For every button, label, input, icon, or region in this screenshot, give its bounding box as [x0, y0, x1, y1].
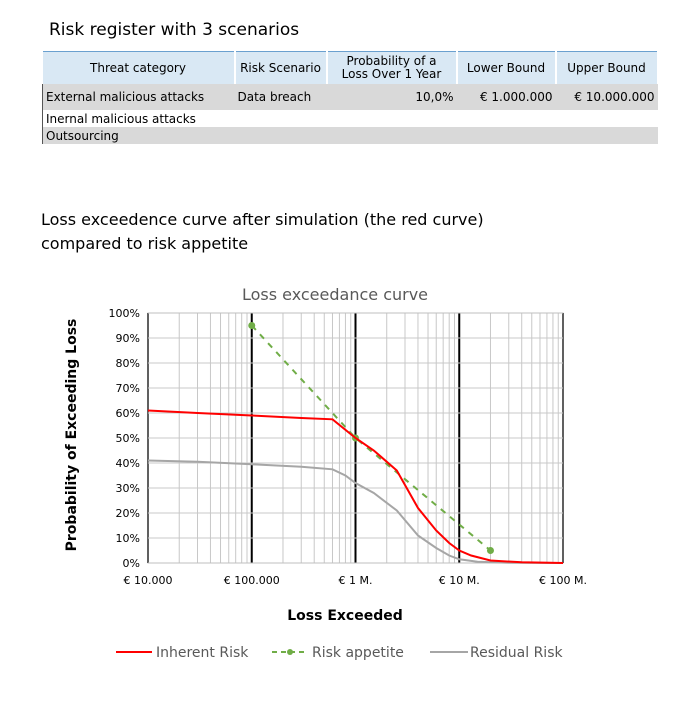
col-lower-bound: Lower Bound: [456, 51, 557, 84]
cell: € 1.000.000: [456, 84, 556, 110]
cell: [555, 127, 658, 144]
chart-title: Loss exceedance curve: [242, 285, 428, 304]
y-tick-label: 100%: [109, 307, 140, 320]
y-tick-label: 0%: [123, 557, 140, 570]
col-probability: Probability of a Loss Over 1 Year: [326, 51, 458, 84]
legend-label-risk-appetite: Risk appetite: [312, 645, 404, 661]
y-tick-label: 60%: [116, 407, 140, 420]
cell: [326, 127, 457, 144]
legend-label-inherent-risk: Inherent Risk: [156, 645, 249, 661]
y-tick-label: 30%: [116, 482, 140, 495]
ticks: 0% 10% 20% 30% 40% 50% 60% 70% 80% 90% 100% € 10.00…: [109, 307, 587, 587]
x-tick-label: € 100.000: [224, 574, 280, 587]
legend-marker-risk-appetite: [287, 649, 293, 655]
col-risk-scenario: Risk Scenario: [234, 51, 328, 84]
data-point-risk-appetite: [486, 547, 494, 554]
x-tick-label: € 10 M.: [439, 574, 480, 587]
cell: External malicious attacks: [42, 84, 235, 110]
series-line-risk-appetite: [251, 324, 492, 552]
plot-border: [147, 312, 564, 564]
cell: Inernal malicious attacks: [42, 110, 235, 127]
y-tick-label: 20%: [116, 507, 140, 520]
risk-register-table: Threat category Risk Scenario Probabilit…: [42, 51, 659, 144]
x-axis-label: Loss Exceeded: [287, 608, 403, 624]
series: [147, 322, 564, 564]
grid: [147, 312, 564, 564]
y-tick-label: 10%: [116, 532, 140, 545]
x-tick-label: € 1 M.: [339, 574, 373, 587]
cell: Data breach: [234, 84, 327, 110]
chart-description-line-1: Loss exceedence curve after simulation (…: [41, 210, 484, 229]
chart-description-line-2: compared to risk appetite: [41, 234, 249, 253]
y-tick-label: 90%: [116, 332, 140, 345]
x-tick-label: € 100 M.: [539, 574, 587, 587]
x-tick-label: € 10.000: [124, 574, 173, 587]
table-row: Outsourcing: [42, 127, 658, 144]
table-header-row: Threat category Risk Scenario Probabilit…: [42, 51, 659, 84]
y-tick-label: 70%: [116, 382, 140, 395]
series-line-inherent-risk: [147, 409, 564, 564]
chart-description: Loss exceedence curve after simulation (…: [41, 208, 484, 256]
cell: [234, 127, 327, 144]
series-line-residual-risk: [147, 459, 564, 564]
legend: Inherent Risk Risk appetite Residual Ris…: [116, 645, 563, 661]
cell: [456, 127, 556, 144]
col-upper-bound: Upper Bound: [555, 51, 659, 84]
cell: Outsourcing: [42, 127, 235, 144]
y-tick-label: 80%: [116, 357, 140, 370]
table-row: Inernal malicious attacks: [42, 110, 658, 127]
register-title: Risk register with 3 scenarios: [49, 20, 300, 40]
col-threat-category: Threat category: [42, 51, 236, 84]
cell: 10,0%: [326, 84, 457, 110]
y-tick-label: 50%: [116, 432, 140, 445]
cell: € 10.000.000: [555, 84, 658, 110]
legend-label-residual-risk: Residual Risk: [470, 645, 563, 661]
data-point-risk-appetite: [248, 322, 256, 329]
table-row: External malicious attacks Data breach 1…: [42, 84, 658, 110]
y-tick-label: 40%: [116, 457, 140, 470]
y-axis-label: Probability of Exceeding Loss: [64, 319, 80, 552]
